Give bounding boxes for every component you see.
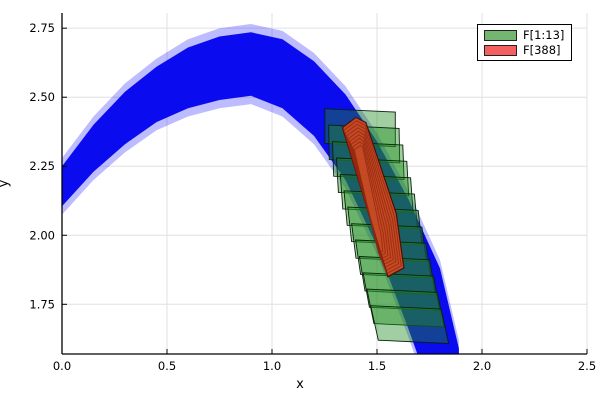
reachset-green-polygon xyxy=(358,256,436,295)
legend-label-f1-13: F[1:13] xyxy=(523,28,565,42)
x-axis-label: x xyxy=(296,377,304,392)
legend-label-f388: F[388] xyxy=(523,43,561,57)
legend-entry-f1-13: F[1:13] xyxy=(484,28,564,42)
x-tick-label: 0.5 xyxy=(158,359,176,373)
y-axis-label: y xyxy=(0,164,12,204)
x-tick-label: 2.0 xyxy=(473,359,491,373)
reachset-green-polygon xyxy=(366,288,445,328)
series-layer xyxy=(62,24,459,354)
reachset-red-nested-outline xyxy=(343,120,402,275)
y-tick-label: 2.00 xyxy=(29,228,55,242)
reachset-red-nested-outline xyxy=(347,130,394,266)
reachset-red-nested-outline xyxy=(349,134,392,263)
reachset-red-nested-outline xyxy=(352,141,386,257)
reachset-green-polygon xyxy=(362,272,441,312)
y-tick-label: 2.25 xyxy=(29,159,55,173)
reachset-green-polygon xyxy=(370,305,450,344)
x-tick-label: 2.5 xyxy=(578,359,596,373)
legend-swatch-red-icon xyxy=(484,44,517,56)
reachset-red-nested-outline xyxy=(346,127,397,269)
x-tick-label: 1.0 xyxy=(263,359,281,373)
reachset-red-nested-outline xyxy=(353,144,384,254)
y-tick-label: 1.75 xyxy=(29,297,55,311)
legend-swatch-green-icon xyxy=(484,29,517,41)
x-tick-label: 1.5 xyxy=(368,359,386,373)
flowpipe-core xyxy=(62,32,459,354)
y-tick-label: 2.50 xyxy=(29,90,55,104)
legend-box: F[1:13] F[388] xyxy=(477,24,573,61)
y-tick-label: 2.75 xyxy=(29,21,55,35)
reachset-red-nested-outline xyxy=(344,123,400,272)
x-tick-label: 0.0 xyxy=(53,359,71,373)
reachset-red-nested-outline xyxy=(350,137,389,260)
legend-entry-f388: F[388] xyxy=(484,43,564,57)
